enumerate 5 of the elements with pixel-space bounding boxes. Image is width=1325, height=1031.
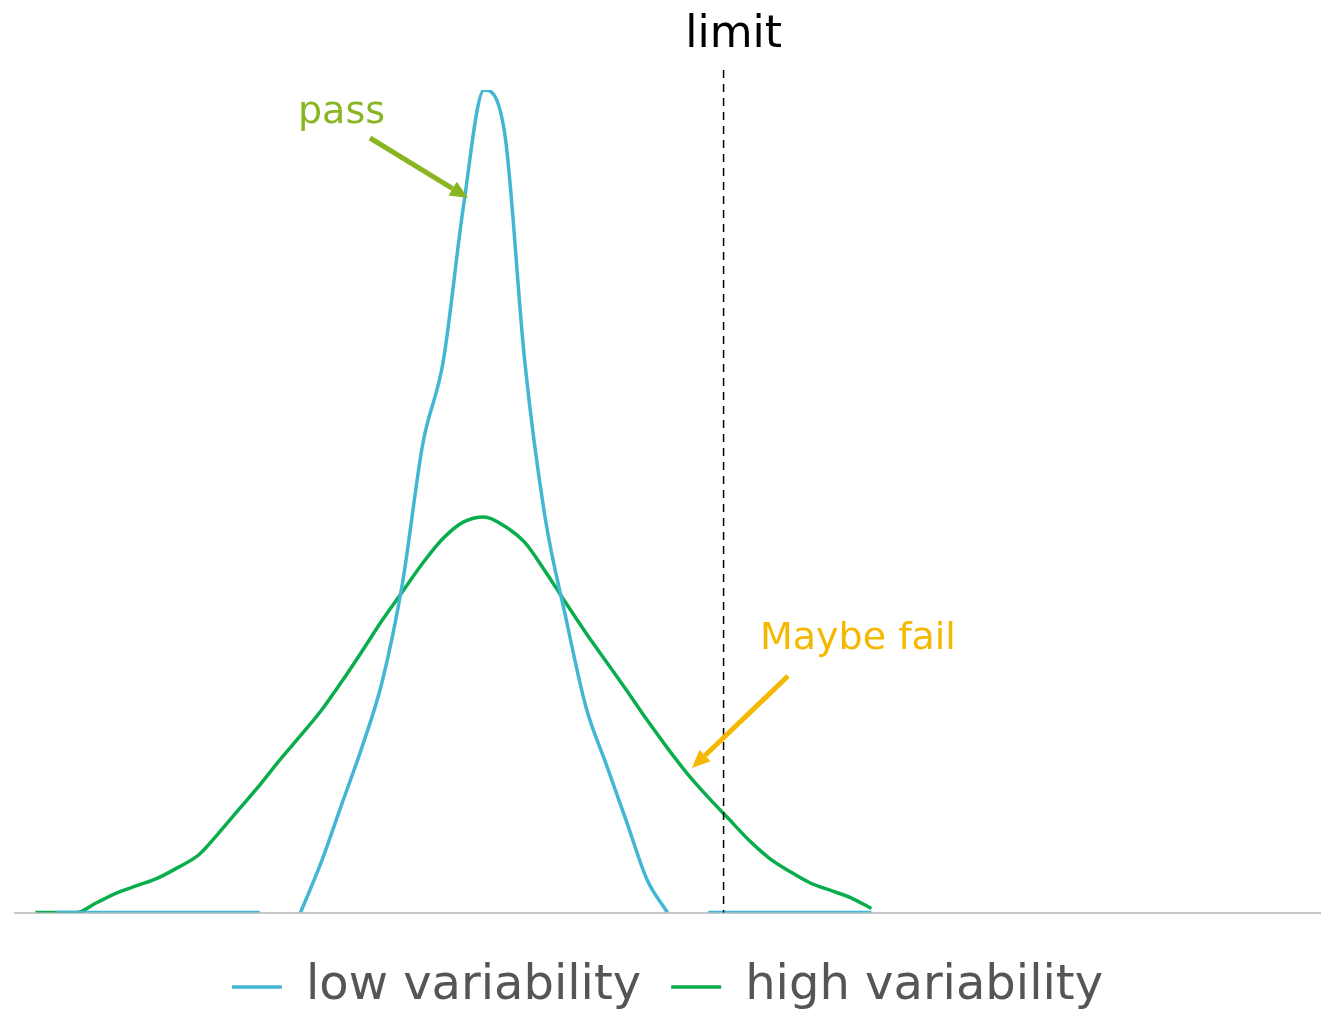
legend-label: high variability	[745, 954, 1104, 1011]
text: limit	[685, 6, 782, 58]
annotation: pass	[298, 88, 386, 132]
annotation: Maybe fail	[760, 614, 956, 658]
legend-label: low variability	[305, 954, 642, 1011]
